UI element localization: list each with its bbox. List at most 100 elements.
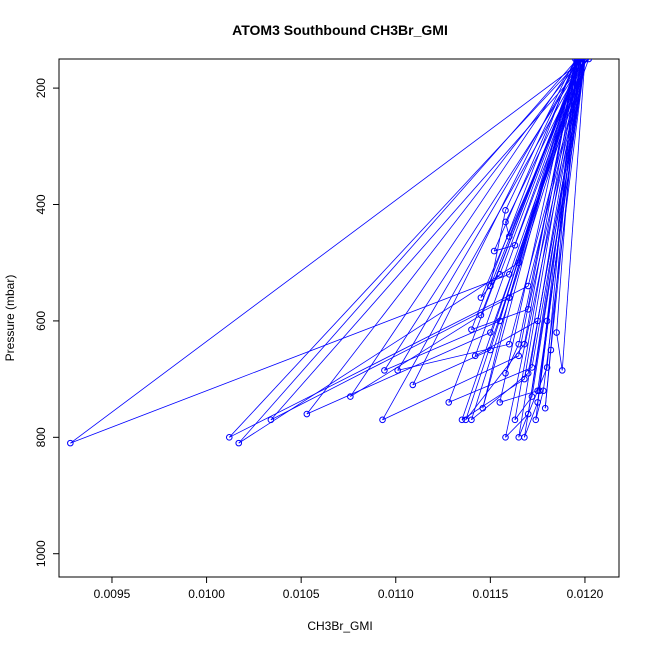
data-point [511, 241, 519, 249]
data-point [67, 439, 74, 447]
data-point [490, 247, 498, 255]
series-line-segment [480, 274, 501, 298]
series-line-segment [448, 59, 580, 403]
series-line-segment [384, 320, 500, 371]
data-point [505, 294, 513, 301]
data-point [536, 387, 543, 395]
data-point [521, 434, 528, 441]
x-tick-label: 0.0100 [188, 587, 225, 601]
series-line-segment [448, 367, 533, 403]
series-line-segment [471, 59, 576, 330]
data-point [409, 381, 417, 389]
series-line-segment [306, 59, 582, 415]
series-line-segment [539, 59, 582, 391]
data-point [505, 233, 513, 240]
data-point [303, 410, 311, 418]
data-point [477, 311, 485, 319]
data-point [394, 367, 401, 374]
series-line-segment [384, 59, 586, 371]
data-point [267, 416, 275, 424]
x-axis: 0.0095 0.0100 0.0105 0.0110 0.0115 0.0120 [94, 577, 604, 601]
series-line-segment [412, 59, 576, 386]
series-line-segment [482, 297, 510, 409]
y-axis-label: Pressure (mbar) [3, 275, 17, 362]
series-line-segment [270, 59, 590, 421]
data-point [581, 59, 589, 63]
data-point [381, 367, 388, 374]
x-tick-label: 0.0115 [472, 587, 508, 601]
data-point [502, 218, 509, 226]
series-line-segment [350, 59, 578, 397]
series-line-segment [465, 343, 525, 421]
y-tick-label: 800 [34, 427, 48, 447]
data-point [479, 404, 487, 412]
series-line-segment [238, 262, 519, 444]
series-line-segment [505, 413, 529, 438]
series-line-segment [471, 372, 529, 421]
plot-frame [58, 58, 620, 578]
data-point [515, 259, 523, 267]
series-line-segment [514, 396, 533, 421]
series-line-segment [524, 59, 580, 380]
x-tick-label: 0.0110 [378, 587, 414, 601]
series-line-segment [412, 349, 491, 386]
data-point [487, 346, 494, 354]
data-point [487, 329, 494, 336]
series-line-segment [474, 59, 582, 356]
data-point [458, 416, 466, 424]
data-point [515, 340, 523, 348]
data-point [496, 399, 504, 406]
data-point [496, 317, 504, 325]
data-point [502, 434, 509, 441]
series-line-segment [518, 367, 548, 438]
data-point [505, 340, 513, 348]
y-tick-label: 1000 [34, 540, 48, 567]
data-point [502, 369, 509, 377]
data-point [502, 207, 509, 214]
data-point [505, 271, 513, 278]
series-line-segment [535, 390, 544, 420]
y-axis: 200 400 600 800 1000 [34, 78, 59, 567]
data-point [543, 364, 551, 371]
data-point [524, 410, 532, 418]
data-point [235, 439, 243, 447]
series-line-segment [514, 59, 578, 420]
series-line-segment [518, 59, 578, 345]
data-point [445, 399, 453, 406]
data-point [524, 305, 532, 313]
data-point [524, 369, 532, 377]
series-line-segment [382, 355, 519, 421]
series-line-segment [228, 59, 582, 438]
data-point [534, 317, 541, 325]
series-line-segment [238, 59, 578, 444]
plot-area [67, 59, 593, 447]
series-line-segment [471, 308, 529, 331]
y-tick-label: 400 [34, 194, 48, 214]
data-point [543, 317, 551, 325]
data-point [547, 346, 555, 354]
series-line-segment [482, 59, 578, 409]
x-tick-label: 0.0105 [283, 587, 320, 601]
data-point [468, 326, 475, 333]
data-point [553, 329, 560, 336]
series-line-segment [270, 297, 510, 421]
data-point [558, 367, 566, 374]
series-line-segment [527, 59, 586, 310]
data-point [540, 387, 547, 395]
data-point [477, 294, 485, 301]
data-point [347, 393, 354, 400]
x-axis-label: CH3Br_GMI [307, 619, 372, 633]
data-point [515, 352, 523, 360]
series-line-segment [480, 59, 586, 298]
data-point [534, 399, 541, 406]
data-point [528, 393, 536, 400]
chart-title: ATOM3 Southbound CH3Br_GMI [232, 22, 448, 38]
data-point [225, 434, 233, 441]
series-line-segment [556, 332, 563, 371]
data-point [528, 364, 536, 371]
series-line-segment [350, 314, 482, 397]
series-line-segment [397, 59, 582, 371]
series-line-segment [70, 273, 510, 444]
data-point [541, 404, 549, 412]
